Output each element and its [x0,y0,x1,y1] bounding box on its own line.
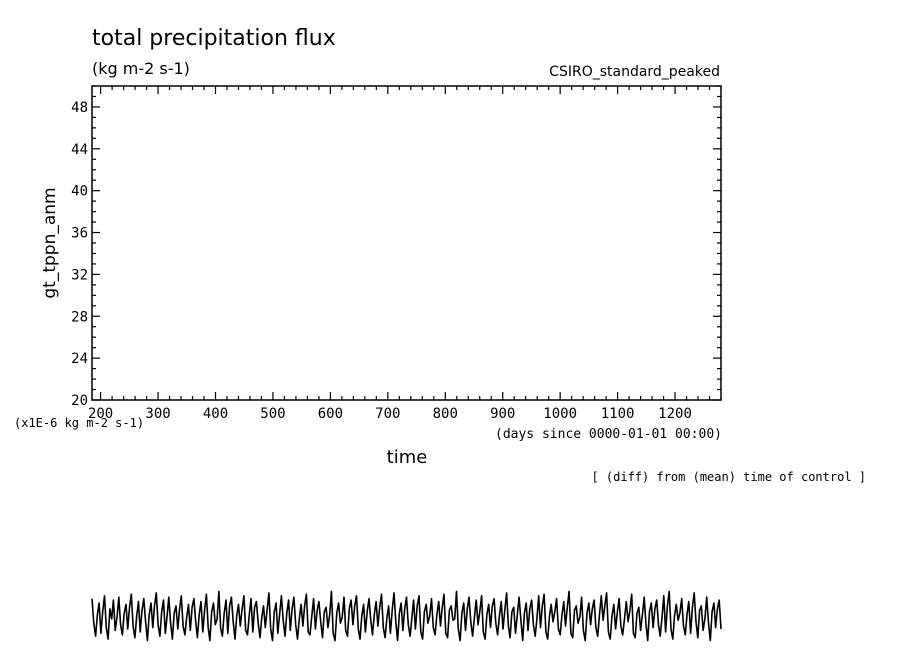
x-tick-label: 200 [88,406,113,422]
x-axis-label: time [387,447,428,468]
y-axis-units: (x1E-6 kg m-2 s-1) [14,416,144,430]
chart-subtitle: (kg m-2 s-1) [92,59,190,78]
plot-frame [91,85,722,401]
x-tick-label: 1100 [601,406,635,422]
x-axis-units: (days since 0000-01-01 00:00) [495,427,722,442]
series-line [91,590,722,642]
x-tick-label: 900 [490,406,515,422]
x-tick-label: 800 [433,406,458,422]
x-tick-label: 1200 [658,406,692,422]
y-tick-label: 40 [71,184,88,200]
comparison-note: [ (diff) from (mean) time of control ] [591,470,866,484]
y-axis-ticks: 20 24 28 32 36 40 44 48 [71,85,721,409]
x-tick-label: 700 [375,406,400,422]
y-tick-label: 28 [71,309,88,325]
y-tick-label: 48 [71,100,88,116]
x-tick-label: 300 [145,406,170,422]
x-tick-label: 1000 [543,406,577,422]
y-tick-label: 20 [71,393,88,409]
x-tick-label: 500 [260,406,285,422]
y-tick-label: 44 [71,142,88,158]
y-axis-label: gt_tppn_anm [40,187,60,298]
x-axis-ticks: 200 300 400 500 600 700 800 900 1000 1100 1200 [88,86,722,422]
x-tick-label: 400 [203,406,228,422]
dataset-label: CSIRO_standard_peaked [549,64,720,80]
x-tick-label: 600 [318,406,343,422]
y-tick-label: 24 [71,351,88,367]
y-tick-label: 36 [71,226,88,242]
chart-title: total precipitation flux [92,26,336,51]
y-tick-label: 32 [71,267,88,283]
